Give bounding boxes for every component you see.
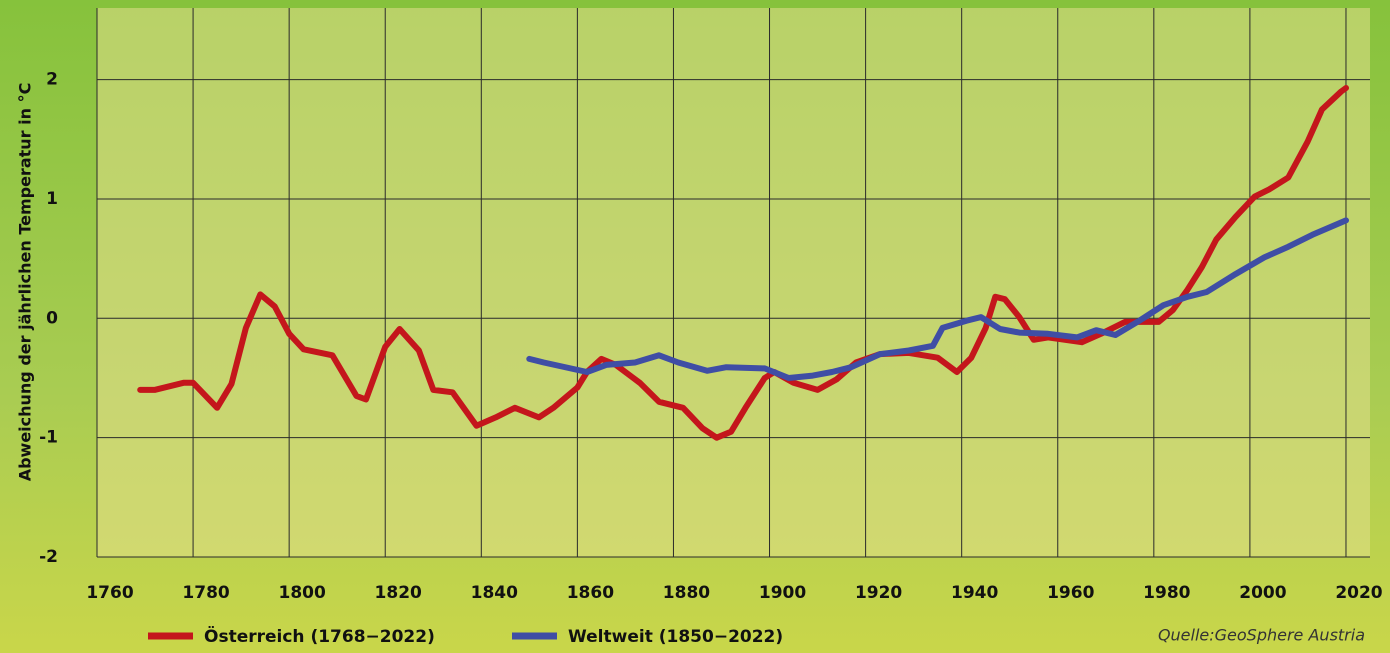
x-tick-label: 1760 bbox=[86, 583, 133, 603]
y-tick-label: -1 bbox=[39, 428, 58, 448]
x-tick-label: 1960 bbox=[1047, 583, 1094, 603]
y-axis-label: Abweichung der jährlichen Temperatur in … bbox=[16, 83, 35, 482]
x-tick-label: 1940 bbox=[951, 583, 998, 603]
y-tick-label: -2 bbox=[39, 547, 58, 567]
x-tick-label: 1920 bbox=[855, 583, 902, 603]
x-tick-label: 1900 bbox=[759, 583, 806, 603]
x-tick-label: 1880 bbox=[663, 583, 710, 603]
chart: Abweichung der jährlichen Temperatur in … bbox=[0, 0, 1390, 653]
x-tick-label: 1840 bbox=[471, 583, 518, 603]
legend-label: Österreich (1768−2022) bbox=[204, 625, 435, 647]
x-tick-label: 1780 bbox=[182, 583, 229, 603]
y-tick-label: 2 bbox=[46, 70, 58, 90]
source: Quelle:GeoSphere Austria bbox=[1158, 626, 1365, 645]
legend-label: Weltweit (1850−2022) bbox=[568, 627, 783, 647]
x-tick-label: 2000 bbox=[1239, 583, 1286, 603]
x-tick-label: 2020 bbox=[1335, 583, 1382, 603]
x-tick-label: 1980 bbox=[1143, 583, 1190, 603]
plot-area bbox=[97, 8, 1370, 557]
y-tick-label: 0 bbox=[46, 308, 58, 328]
x-tick-label: 1860 bbox=[567, 583, 614, 603]
page: {"chart_data": {"type": "line", "y_label… bbox=[0, 0, 1390, 653]
y-tick-label: 1 bbox=[46, 189, 58, 209]
x-tick-label: 1820 bbox=[375, 583, 422, 603]
x-tick-label: 1800 bbox=[278, 583, 325, 603]
